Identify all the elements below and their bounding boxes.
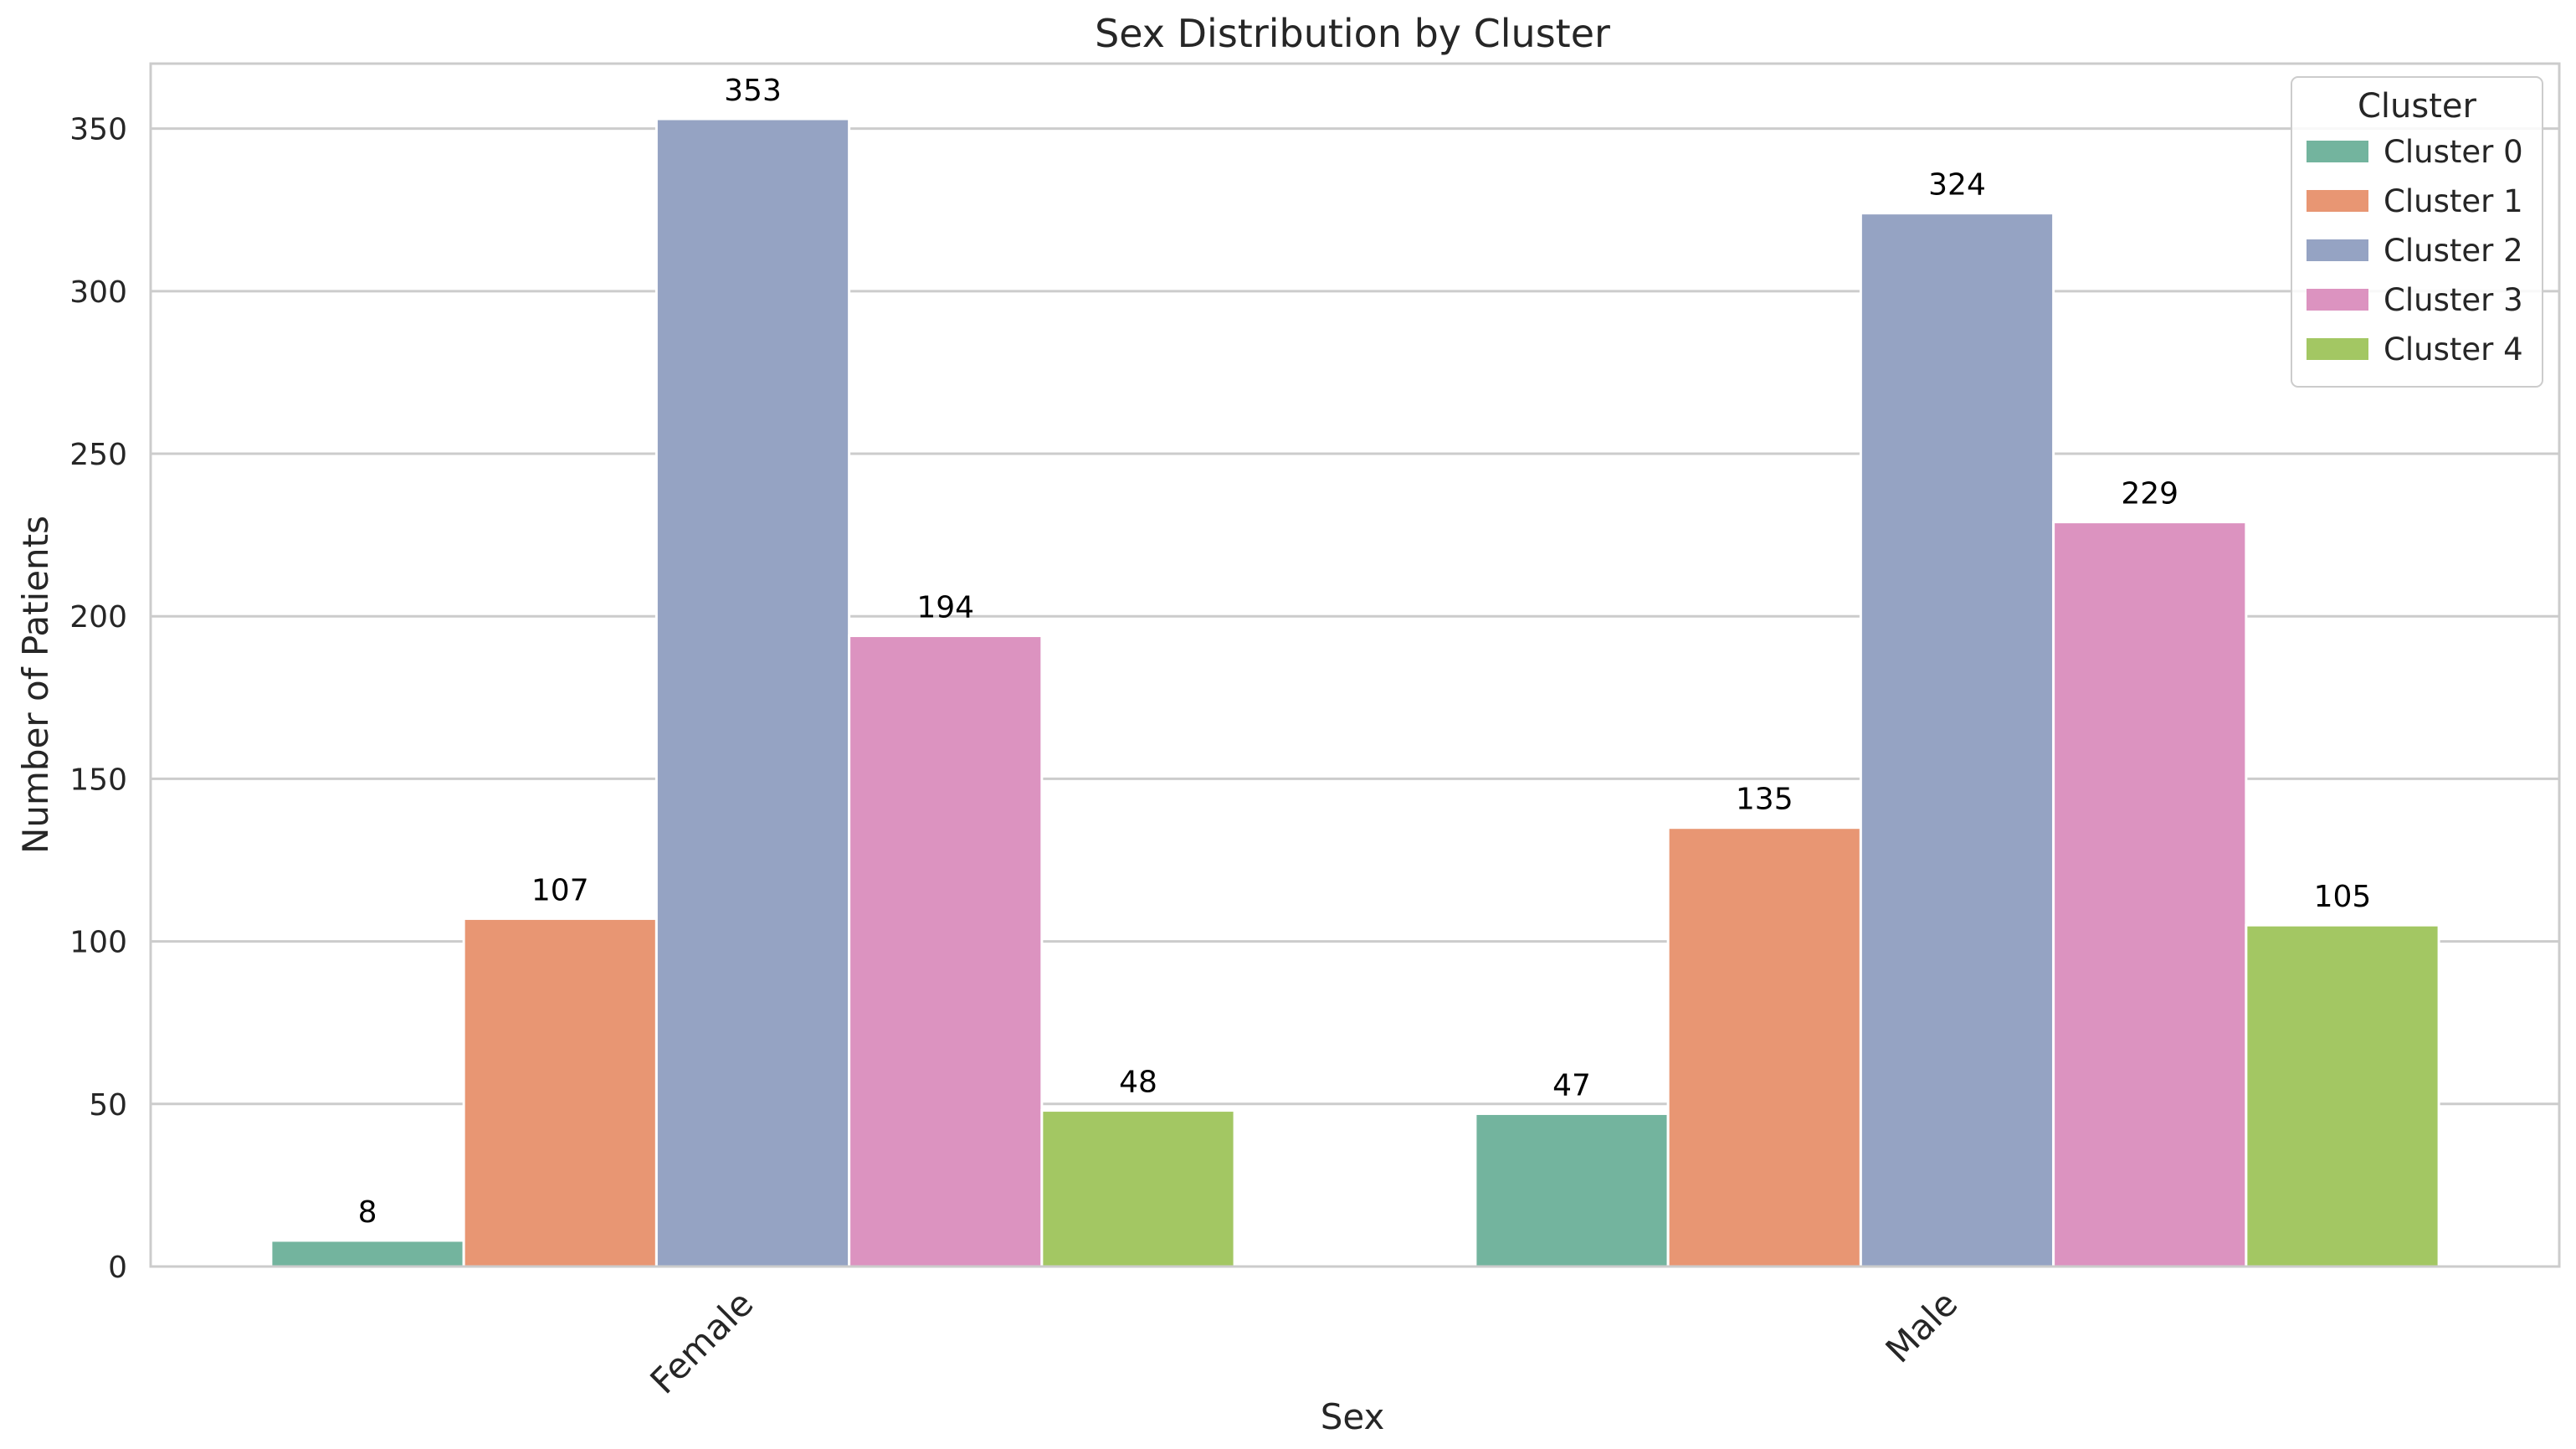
y-tick-label: 0 (108, 1251, 127, 1285)
bar-cluster-1-male (1666, 826, 1862, 1268)
bar-value-label: 105 (2314, 880, 2372, 914)
y-tick-label: 50 (89, 1088, 127, 1123)
bar-value-labels: 8 107 353 194 48 47 135 324 229 105 (358, 74, 2372, 1230)
y-tick-label: 100 (69, 926, 127, 960)
legend-label: Cluster 4 (2384, 331, 2523, 367)
bar-value-label: 8 (358, 1195, 377, 1230)
legend-swatch (2307, 239, 2368, 261)
y-tick-label: 350 (69, 113, 127, 147)
chart-title: Sex Distribution by Cluster (1095, 11, 1610, 56)
bar-value-label: 47 (1552, 1068, 1591, 1102)
bar-cluster-4-female (1040, 1109, 1236, 1268)
y-tick-label: 200 (69, 600, 127, 635)
bar-value-label: 135 (1736, 783, 1793, 817)
bar-value-label: 194 (916, 591, 974, 625)
bar-value-label: 324 (1928, 168, 1986, 203)
bar-cluster-0-male (1474, 1112, 1670, 1268)
legend-swatch (2307, 338, 2368, 360)
bar-value-label: 48 (1119, 1066, 1157, 1100)
bar-cluster-3-female (848, 635, 1044, 1268)
legend-swatch (2307, 190, 2368, 212)
bar-value-label: 229 (2121, 477, 2178, 511)
legend-label: Cluster 0 (2384, 134, 2523, 170)
bar-value-label: 353 (724, 74, 782, 108)
bar-cluster-3-male (2052, 521, 2248, 1268)
y-tick-label: 300 (69, 275, 127, 310)
plot-frame (149, 62, 2561, 1268)
legend-swatch (2307, 289, 2368, 311)
x-axis-label: Sex (1321, 1396, 1385, 1437)
legend-swatch (2307, 141, 2368, 162)
legend-items: Cluster 0 Cluster 1 Cluster 2 Cluster 3 Clus… (2307, 134, 2523, 367)
bar-cluster-4-male (2245, 923, 2440, 1268)
bar-cluster-2-male (1859, 212, 2055, 1268)
bar-value-label: 107 (531, 873, 589, 907)
y-axis-ticks: 0 50 100 150 200 250 300 350 (69, 113, 127, 1285)
legend-title: Cluster (2358, 87, 2477, 126)
legend-label: Cluster 2 (2384, 233, 2523, 269)
bars (269, 117, 2440, 1268)
y-axis-label: Number of Patients (15, 516, 56, 854)
bar-cluster-0-female (269, 1239, 465, 1268)
y-tick-label: 150 (69, 763, 127, 797)
y-tick-label: 250 (69, 438, 127, 472)
bar-cluster-1-female (462, 917, 658, 1268)
legend-label: Cluster 3 (2384, 282, 2523, 318)
bar-cluster-2-female (654, 117, 851, 1268)
legend-label: Cluster 1 (2384, 183, 2523, 219)
